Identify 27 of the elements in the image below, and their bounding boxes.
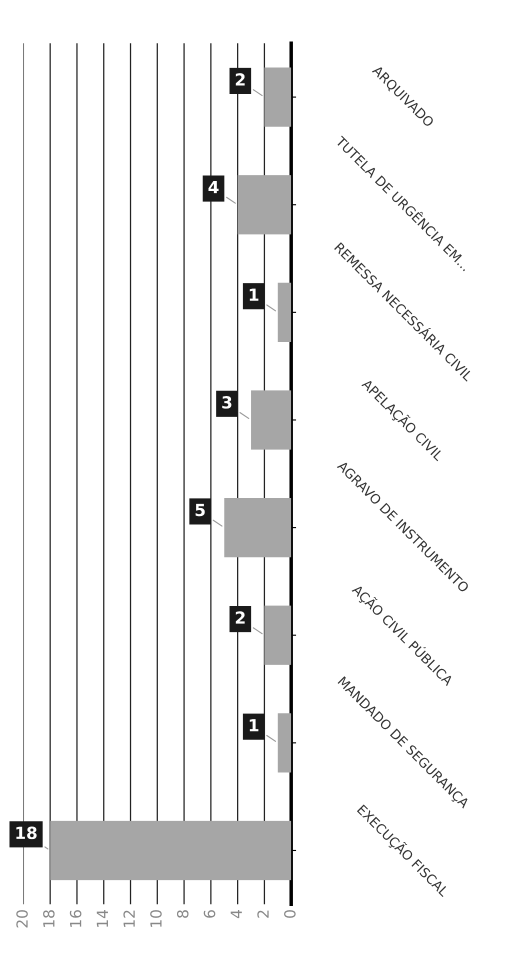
x-tick-label: 18	[43, 910, 55, 927]
x-tick-label: 12	[123, 910, 135, 927]
data-label: 4	[208, 181, 219, 194]
x-tick-label: 20	[16, 910, 28, 928]
x-tick-label: 0	[284, 910, 296, 918]
bar	[238, 175, 292, 234]
bar	[50, 820, 292, 880]
x-tick-label: 6	[204, 910, 216, 918]
data-label: 2	[236, 73, 245, 86]
bar	[264, 68, 292, 127]
x-tick-label: 4	[230, 910, 242, 918]
x-tick-label: 14	[96, 910, 108, 927]
x-tick-label: 8	[176, 910, 189, 918]
x-tick-label: 10	[150, 910, 162, 927]
x-tick-label: 16	[70, 910, 82, 927]
x-tick-label: 2	[257, 910, 269, 918]
data-label: 1	[250, 288, 258, 301]
bar	[278, 713, 292, 772]
data-label: 5	[196, 504, 205, 516]
data-label: 3	[222, 396, 232, 409]
data-label: 18	[16, 826, 37, 840]
bar	[278, 282, 292, 342]
data-label: 1	[250, 719, 258, 732]
bar	[264, 606, 292, 665]
bar	[251, 390, 292, 450]
bar	[224, 498, 292, 558]
data-label: 2	[236, 611, 245, 624]
